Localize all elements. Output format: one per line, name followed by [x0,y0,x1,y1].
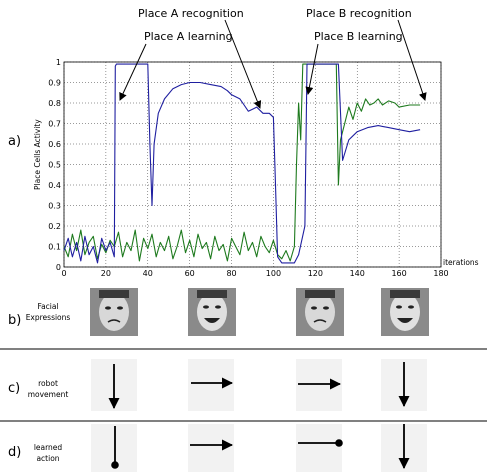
movement-cell-2 [188,359,234,411]
y-tick-labels: 0 0.1 0.2 0.3 0.4 0.5 0.6 0.7 0.8 0.9 1 [48,58,61,272]
x-axis-label: iterations [443,258,479,267]
chart-series [64,64,420,263]
annotation-place-a-learning: Place A learning [144,30,233,43]
arrow-place-a-learning [120,44,146,100]
y-tick-label: 0.4 [48,181,61,190]
panel-label-b: b) [8,313,21,328]
row-label-facial-line2: Expressions [26,313,71,322]
action-cell-2 [188,424,234,472]
x-tick-label: 40 [143,269,153,278]
y-tick-label: 0.3 [48,202,61,211]
y-tick-label: 1 [56,58,61,67]
annotation-place-b-learning: Place B learning [314,30,403,43]
face-image-4 [381,288,429,336]
x-tick-label: 100 [266,269,281,278]
y-tick-label: 0 [56,263,61,272]
x-tick-label: 120 [308,269,323,278]
y-tick-label: 0.1 [48,243,61,252]
y-tick-label: 0.2 [48,222,61,231]
x-tick-label: 180 [433,269,448,278]
x-tick-label: 20 [101,269,111,278]
x-tick-label: 160 [391,269,406,278]
row-label-robot-line2: movement [28,390,69,399]
x-tick-labels: 0 20 40 60 80 100 120 140 160 180 [61,269,448,278]
face-image-3 [296,288,344,336]
series-line-blue [64,64,420,263]
face-image-1 [90,288,138,336]
arrow-place-b-learning [308,44,318,94]
annotation-place-b-recognition: Place B recognition [306,7,412,20]
action-cell-3 [296,424,342,472]
row-label-robot-line1: robot [38,379,58,388]
x-tick-label: 140 [350,269,365,278]
movement-cell-3 [296,359,342,411]
face-image-2 [188,288,236,336]
place-cells-chart: 0 20 40 60 80 100 120 140 160 180 0 0.1 0.2 0.3 0.4 0.… [33,58,479,278]
row-label-facial-line1: Facial [37,302,58,311]
x-tick-label: 60 [185,269,195,278]
stop-dot-icon [111,461,119,469]
panel-label-a: a) [8,134,21,149]
row-label-learned-line2: action [36,454,59,463]
y-tick-label: 0.9 [48,79,61,88]
y-tick-label: 0.7 [48,120,61,129]
y-tick-label: 0.5 [48,161,61,170]
series-line-green [64,64,420,261]
y-axis-label: Place Cells Activity [33,119,42,190]
chart-grid [64,62,441,267]
annotation-place-a-recognition: Place A recognition [138,7,244,20]
y-tick-label: 0.8 [48,99,61,108]
y-tick-label: 0.6 [48,140,61,149]
plot-frame [64,62,441,267]
x-tick-label: 0 [61,269,66,278]
row-label-learned-line1: learned [34,443,63,452]
stop-dot-icon [335,439,343,447]
panel-label-c: c) [8,381,20,396]
x-tick-label: 80 [226,269,236,278]
panel-label-d: d) [8,445,21,460]
